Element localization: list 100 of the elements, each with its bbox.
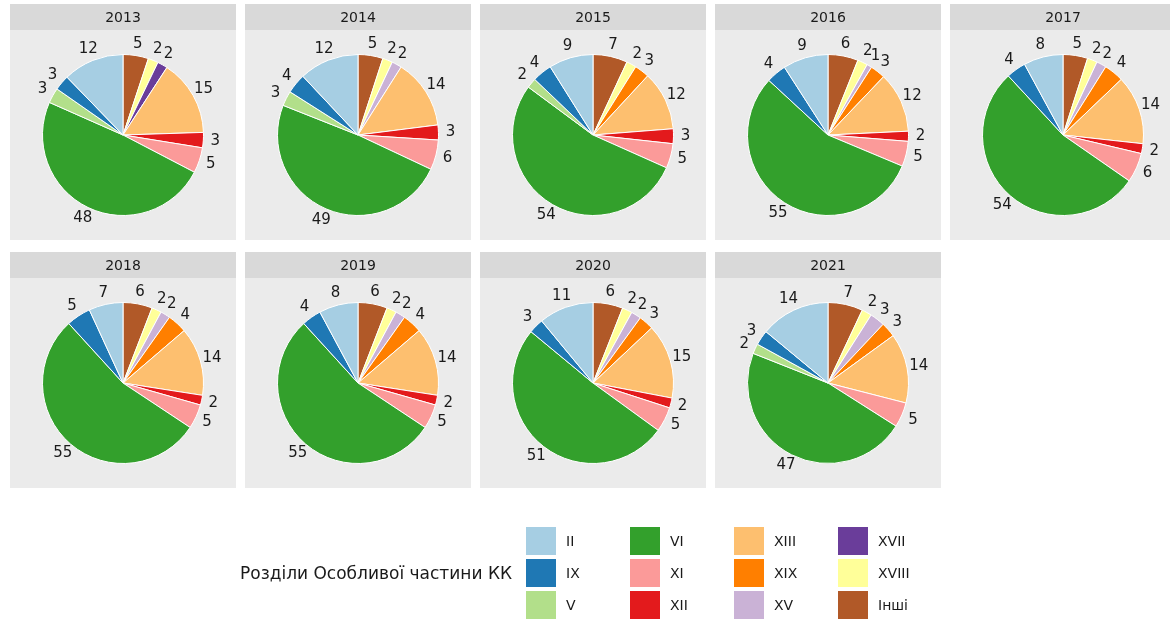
- data-label: 7: [608, 34, 618, 53]
- data-label: 12: [666, 84, 686, 103]
- data-label: 15: [194, 79, 214, 98]
- data-label: 2: [1102, 43, 1112, 62]
- data-label: 4: [1004, 49, 1014, 68]
- data-label: 5: [1072, 33, 1083, 52]
- chart-title: 2015: [480, 4, 706, 30]
- data-label: 12: [902, 86, 922, 105]
- legend-label: XVIII: [878, 565, 911, 581]
- data-label: 14: [779, 289, 799, 308]
- data-label: 3: [210, 130, 221, 149]
- data-label: 6: [370, 281, 380, 300]
- data-label: 51: [526, 445, 546, 464]
- chart-title: 2021: [715, 252, 941, 278]
- data-label: 4: [763, 54, 774, 73]
- legend-label: IX: [566, 565, 581, 581]
- data-label: 6: [1142, 162, 1153, 181]
- data-label: 12: [314, 38, 334, 57]
- data-label: 2: [166, 294, 177, 313]
- data-label: 5: [913, 146, 923, 165]
- legend-label: XII: [670, 597, 689, 613]
- data-label: 14: [437, 347, 457, 366]
- data-label: 5: [677, 149, 688, 168]
- chart-title: 2014: [245, 4, 471, 30]
- data-label: 4: [180, 304, 191, 323]
- legend-label: XVII: [878, 533, 907, 549]
- chart-title: 2017: [950, 4, 1170, 30]
- data-label: 6: [840, 34, 851, 53]
- data-label: 9: [562, 35, 573, 54]
- data-label: 2: [867, 291, 878, 310]
- data-label: 4: [529, 53, 540, 72]
- data-label: 7: [98, 282, 108, 301]
- data-label: 7: [843, 282, 853, 301]
- chart-title: 2019: [245, 252, 471, 278]
- data-label: 55: [768, 202, 788, 221]
- data-label: 3: [644, 51, 654, 70]
- data-label: 2: [163, 44, 174, 63]
- data-label: 2: [391, 288, 402, 307]
- data-label: 48: [73, 208, 93, 227]
- data-label: 3: [47, 64, 58, 83]
- data-label: 3: [37, 79, 48, 98]
- data-label: 12: [78, 39, 98, 58]
- data-label: 3: [680, 126, 691, 145]
- data-label: 5: [67, 295, 77, 314]
- data-label: 2: [156, 288, 167, 307]
- data-label: 2: [1091, 38, 1102, 57]
- chart-title: 2020: [480, 252, 706, 278]
- data-label: 2: [443, 392, 454, 411]
- data-label: 2: [401, 294, 412, 313]
- data-label: 3: [522, 307, 533, 326]
- data-label: 1: [870, 45, 881, 64]
- data-label: 2: [387, 38, 397, 57]
- data-label: 14: [1141, 95, 1161, 114]
- data-label: 5: [367, 33, 378, 52]
- data-label: 3: [880, 52, 890, 71]
- data-label: 6: [605, 282, 616, 301]
- data-label: 2: [627, 289, 638, 308]
- data-label: 5: [202, 411, 212, 430]
- data-label: 6: [135, 281, 145, 300]
- data-label: 11: [552, 285, 572, 304]
- data-label: 6: [442, 147, 453, 166]
- data-label: 3: [892, 311, 903, 330]
- data-label: 2: [637, 294, 648, 313]
- data-label: 14: [426, 75, 446, 94]
- data-label: 49: [311, 209, 331, 228]
- legend-label: XIX: [774, 565, 799, 581]
- data-label: 5: [908, 409, 918, 428]
- data-label: 2: [677, 395, 688, 414]
- data-label: 54: [536, 204, 556, 223]
- legend-label: II: [566, 533, 576, 549]
- data-label: 9: [797, 36, 807, 55]
- data-label: 55: [288, 443, 308, 462]
- data-label: 4: [415, 304, 426, 323]
- data-label: 5: [437, 411, 447, 430]
- data-label: 47: [776, 455, 796, 474]
- legend-label: V: [566, 597, 577, 613]
- data-label: 8: [1035, 35, 1045, 54]
- legend-label: Інші: [878, 597, 909, 613]
- data-label: 15: [672, 347, 692, 366]
- data-label: 2: [1149, 140, 1159, 159]
- data-label: 5: [132, 33, 143, 52]
- data-label: 2: [915, 126, 926, 145]
- chart-title: 2018: [10, 252, 236, 278]
- legend-label: XV: [774, 597, 795, 613]
- data-label: 4: [299, 297, 310, 316]
- legend-label: XIII: [774, 533, 797, 549]
- data-label: 55: [53, 443, 73, 462]
- data-label: 5: [670, 414, 681, 433]
- legend-label: XI: [670, 565, 685, 581]
- data-label: 3: [445, 121, 456, 140]
- data-label: 2: [397, 43, 408, 62]
- data-label: 14: [202, 347, 222, 366]
- data-label: 2: [208, 392, 219, 411]
- data-label: 8: [330, 283, 341, 302]
- legend-label: VI: [670, 533, 685, 549]
- chart-title: 2016: [715, 4, 941, 30]
- data-label: 4: [281, 65, 292, 84]
- data-label: 3: [270, 82, 281, 101]
- legend-title: Розділи Особливої частини КК: [240, 563, 513, 583]
- data-label: 54: [992, 194, 1012, 213]
